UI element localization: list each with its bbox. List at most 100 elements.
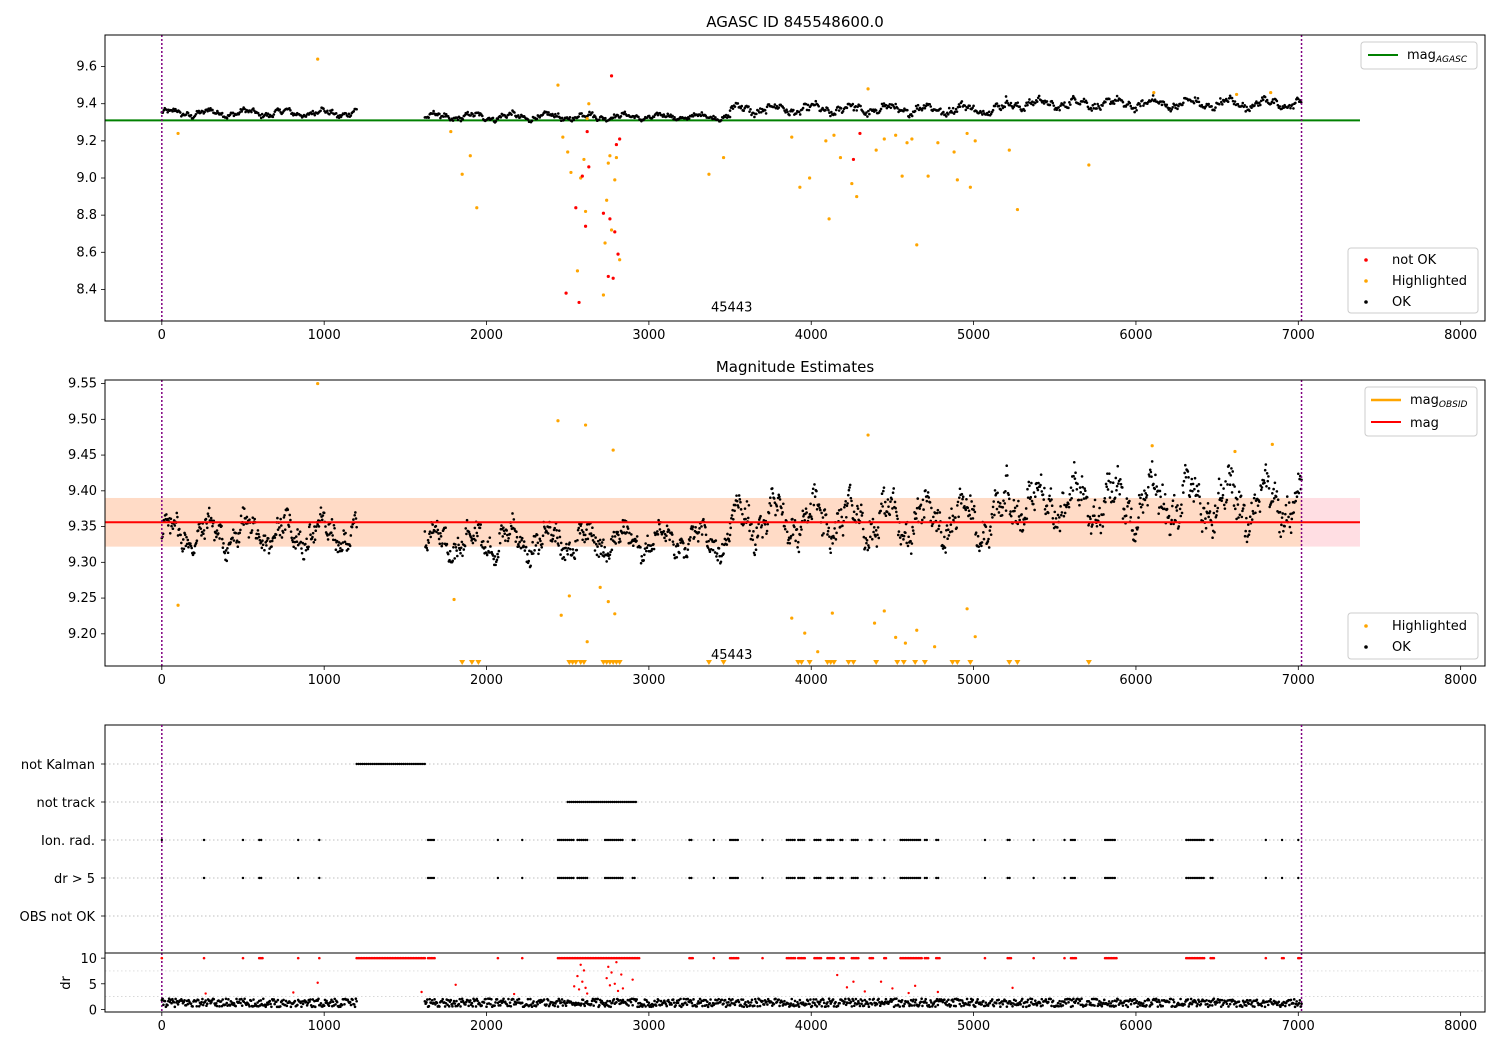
ok-point xyxy=(719,560,723,564)
dr-ok-point xyxy=(266,1003,270,1006)
dr-ok-point xyxy=(598,1004,601,1007)
dr-ok-point xyxy=(1138,1004,1142,1007)
dr-ok-point xyxy=(425,998,429,1001)
highlighted-point xyxy=(926,174,930,178)
ok-point xyxy=(887,105,891,109)
dr-ok-point xyxy=(296,1003,299,1007)
flag-point xyxy=(1190,838,1194,842)
ok-point xyxy=(1008,512,1012,516)
ok-point xyxy=(876,526,880,529)
ok-point xyxy=(1037,481,1040,485)
ok-point xyxy=(510,113,513,116)
ok-point xyxy=(673,116,676,119)
dr-ok-point xyxy=(1275,1003,1279,1007)
dr-not-ok-point xyxy=(496,956,500,960)
flag-point xyxy=(562,876,566,880)
ok-point xyxy=(1234,507,1237,511)
ok-point xyxy=(271,115,275,119)
x-tick-label: 3000 xyxy=(632,673,665,688)
flag-point xyxy=(615,838,618,842)
ok-point xyxy=(577,526,581,530)
ok-point xyxy=(715,555,718,558)
ok-point xyxy=(237,540,241,544)
ok-point xyxy=(1074,471,1077,475)
point-legend: Highlighted OK xyxy=(1347,612,1479,660)
ok-point xyxy=(520,536,524,540)
flag-point xyxy=(607,800,610,804)
ok-point xyxy=(1037,94,1041,98)
ok-point xyxy=(276,516,279,520)
ok-point xyxy=(737,506,740,509)
dr-ok-point xyxy=(548,1003,552,1006)
flag-point xyxy=(626,800,630,804)
highlighted-point xyxy=(603,241,607,245)
ok-point xyxy=(191,553,195,557)
ok-point xyxy=(1289,531,1293,534)
ok-point xyxy=(1233,100,1237,103)
ok-point xyxy=(1289,106,1292,110)
ok-point xyxy=(559,553,562,556)
flag-point xyxy=(318,876,321,880)
ok-point xyxy=(1244,529,1247,533)
ok-point xyxy=(1137,516,1140,519)
ok-point xyxy=(818,506,821,510)
ok-point xyxy=(1148,475,1151,478)
flag-point xyxy=(576,800,579,804)
ok-point xyxy=(1028,484,1031,488)
ok-point xyxy=(1287,501,1291,504)
dr-ok-point xyxy=(1029,1001,1033,1004)
ok-point xyxy=(880,502,883,506)
dr-ok-point xyxy=(581,998,585,1002)
y-tick-label: 9.25 xyxy=(68,591,97,606)
dr-ok-point xyxy=(1196,1002,1199,1006)
ok-point xyxy=(996,500,1000,504)
ok-point xyxy=(283,513,286,517)
dr-ok-point xyxy=(1295,1000,1298,1003)
x-tick-label: 5000 xyxy=(957,1019,990,1034)
ok-point xyxy=(310,112,314,116)
ok-point xyxy=(1280,107,1284,111)
ok-point xyxy=(995,102,999,105)
flag-point xyxy=(813,838,816,842)
not-ok-point xyxy=(611,276,615,280)
ok-point xyxy=(1115,488,1118,492)
ok-point xyxy=(1062,103,1065,107)
dr-ok-point xyxy=(690,1001,694,1005)
ok-point xyxy=(184,544,188,548)
dr-ok-point xyxy=(484,997,488,1001)
ok-point xyxy=(195,539,199,542)
flag-point xyxy=(1032,838,1035,842)
ok-point xyxy=(1252,496,1256,500)
flag-point xyxy=(936,838,940,842)
ok-point xyxy=(974,531,978,535)
highlighted-point xyxy=(952,150,956,154)
dr-ok-point xyxy=(1007,1002,1010,1005)
ok-point xyxy=(1042,102,1046,105)
ok-point xyxy=(949,523,953,526)
flag-point xyxy=(761,838,764,842)
dr-ok-point xyxy=(720,998,724,1002)
ok-point xyxy=(171,527,175,531)
ok-point xyxy=(339,547,342,550)
ok-point xyxy=(1101,525,1105,528)
ok-point xyxy=(1236,102,1240,106)
dr-ok-point xyxy=(858,1004,862,1008)
ok-point xyxy=(1183,471,1186,475)
flag-point xyxy=(1297,876,1300,880)
ok-point xyxy=(602,551,605,554)
ok-point xyxy=(1253,493,1257,496)
ok-point xyxy=(999,108,1003,112)
ok-point xyxy=(1225,498,1229,502)
dr-ok-point xyxy=(770,1004,774,1007)
ok-point xyxy=(1093,514,1096,518)
flag-point xyxy=(386,762,390,766)
ok-point xyxy=(722,552,725,555)
dr-not-ok-point xyxy=(884,956,888,960)
ok-point xyxy=(993,489,997,492)
ok-point xyxy=(263,548,266,552)
ok-point xyxy=(1154,473,1157,477)
dr-ok-point xyxy=(596,997,600,1001)
not-ok-point xyxy=(580,174,584,178)
ok-point xyxy=(906,108,909,112)
